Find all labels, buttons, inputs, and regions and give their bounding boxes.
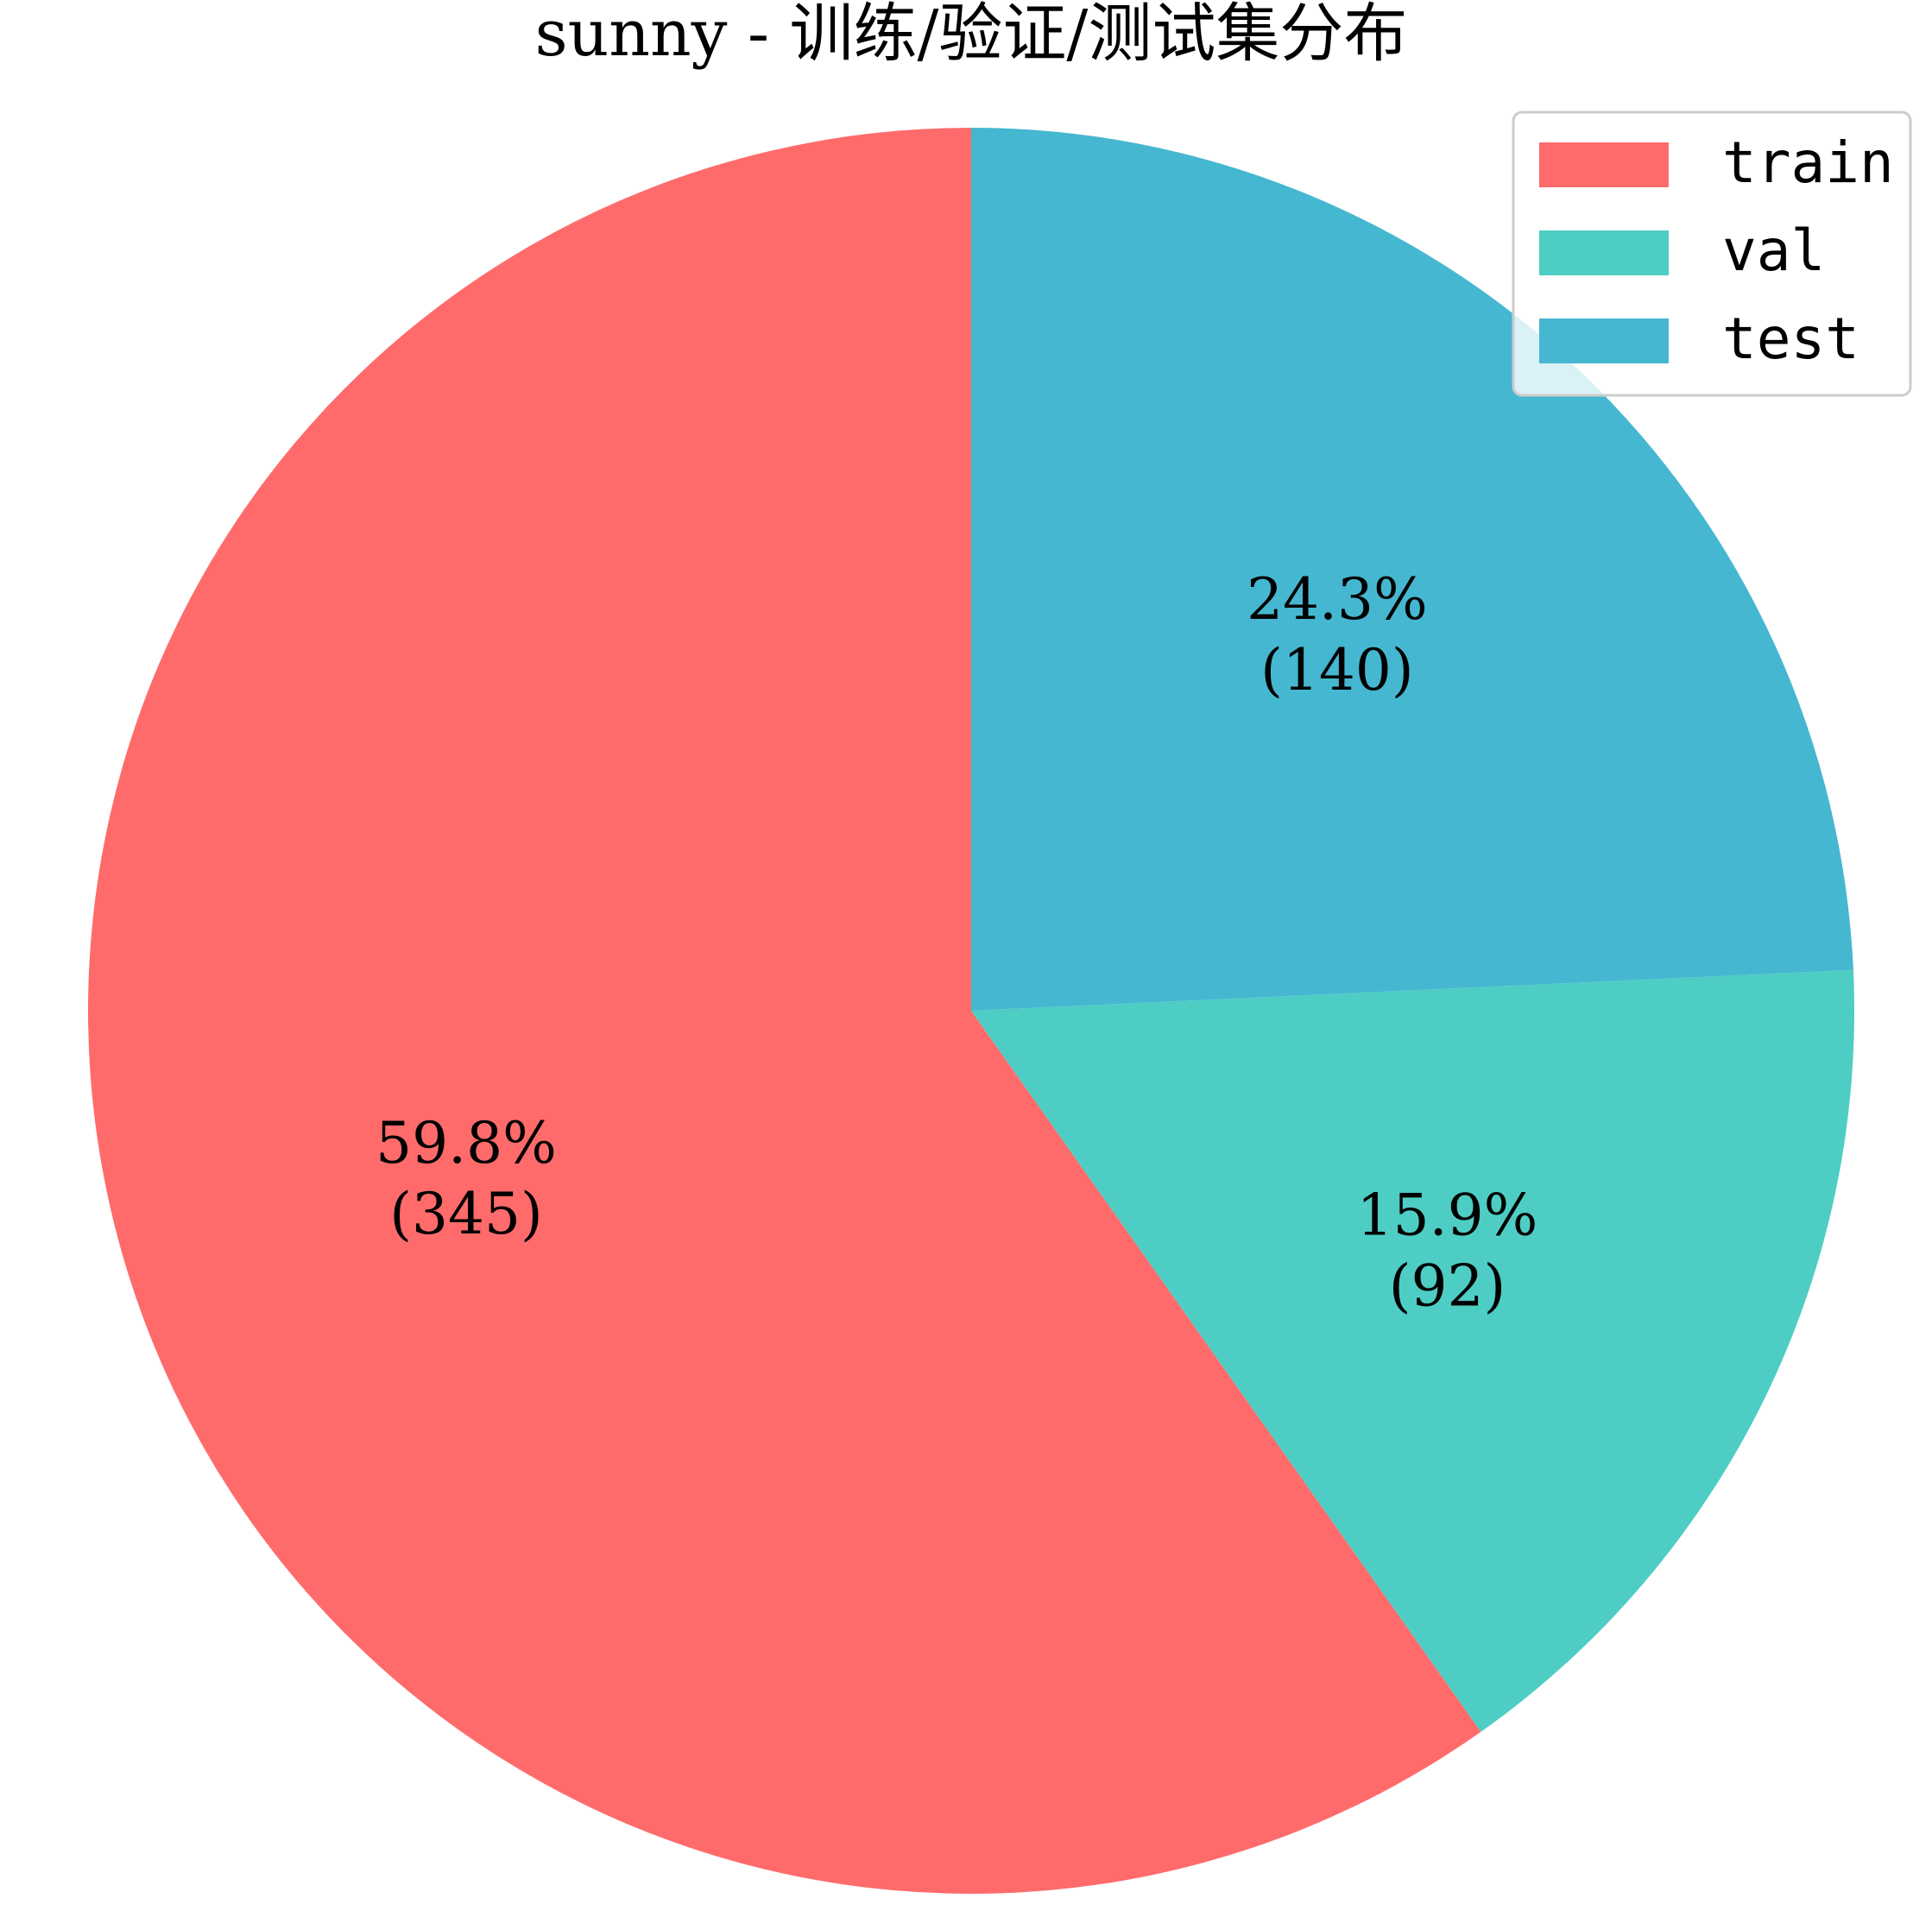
slice-percent-label-test: 24.3% — [1247, 566, 1428, 633]
legend-label-test: test — [1722, 306, 1859, 372]
chart-title: sunny - 训练/验证/测试集分布 — [535, 0, 1408, 71]
legend-swatch-test — [1539, 319, 1669, 363]
legend-items: train val test — [1539, 129, 1894, 372]
legend-swatch-train — [1539, 142, 1669, 187]
legend-swatch-val — [1539, 230, 1669, 275]
slice-count-label-val: (92) — [1389, 1253, 1506, 1320]
slice-labels: 59.8%(345) 15.9%(92) 24.3%(140) — [376, 566, 1537, 1319]
pie-slice-test — [971, 128, 1853, 1011]
slice-percent-label-train: 59.8% — [376, 1110, 557, 1176]
slice-count-label-test: (140) — [1260, 637, 1413, 703]
slice-percent-label-val: 15.9% — [1357, 1183, 1538, 1249]
pie-slice-val — [971, 969, 1854, 1732]
legend-label-val: val — [1722, 218, 1825, 284]
legend: train val test — [1512, 110, 1912, 397]
pie-slice-train — [88, 128, 1481, 1895]
pie-slices — [88, 128, 1854, 1895]
slice-count-label-train: (345) — [389, 1181, 542, 1247]
legend-label-train: train — [1722, 129, 1894, 196]
